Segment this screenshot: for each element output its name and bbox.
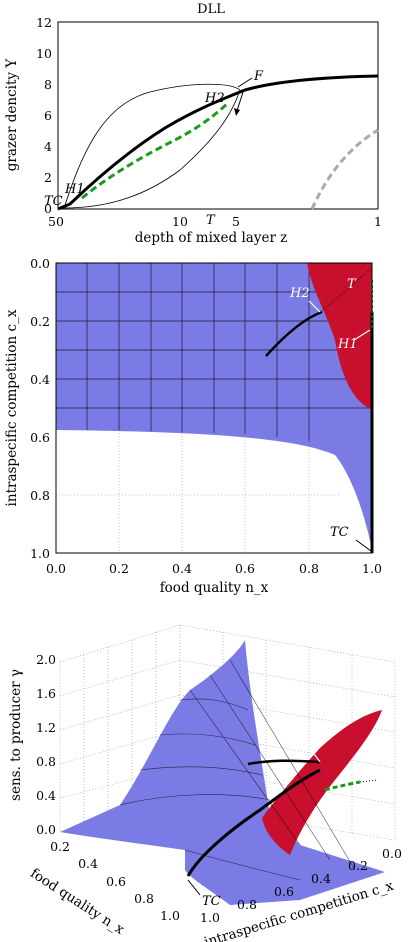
label-TC-mid: TC [330,525,349,540]
label-TC: TC [44,194,63,209]
x-tick: 0.2 [109,561,129,576]
y-ticks-3d: 1.0 0.8 0.6 0.4 0.2 0.0 [200,846,402,925]
dotted-T [321,267,373,312]
panel-bottom: H2 T H1 TC 0.0 0.4 0.8 1.2 1.6 2.0 sens.… [8,624,402,942]
x-tick: 0.4 [172,561,192,576]
arrow-H2-3d [311,750,321,763]
chart-title: DLL [197,2,225,17]
series-grey-dashed [310,128,379,210]
x-tick: 0.0 [46,561,66,576]
panel-top: DLL TC H1 H2 T F 0 2 4 6 8 10 12 50 10 [4,2,382,246]
y-tick: 0.0 [382,846,402,861]
label-H1-3d: H1 [339,801,360,816]
y-tick: 0.2 [30,314,50,329]
y-tick: 6 [44,108,52,123]
x-axis-label: depth of mixed layer z [135,230,288,246]
label-H2-3d: H2 [297,737,318,752]
y-tick: 0.8 [237,897,257,912]
x-ticks-top: 50 10 5 1 [48,214,382,229]
y-tick: 0.6 [274,884,294,899]
y-tick: 1.0 [30,546,50,561]
y-axis-label: grazer dencity Y [4,58,20,172]
z-tick: 0.0 [36,822,56,837]
y-tick: 0.4 [30,372,50,387]
label-H2: H2 [204,91,225,106]
y-tick: 2 [44,170,52,185]
y-tick: 0 [44,201,52,216]
label-F: F [253,69,264,84]
y-tick: 10 [36,46,52,61]
curve-black-3d [186,768,321,877]
z-tick: 1.2 [36,720,56,735]
x-tick: 0.4 [78,856,98,871]
arrow-TC [355,539,372,552]
arrow-F [237,77,253,88]
y-tick: 8 [44,77,52,92]
curve-green-3d [324,780,361,792]
arrow-H2 [308,300,321,313]
y-tick: 0.0 [30,256,50,271]
region-red [307,263,372,410]
grid-dotted [56,433,340,555]
grid-mid [56,263,372,442]
y-tick: 0.4 [311,871,331,886]
panel-middle: H2 T H1 TC 0.0 0.2 0.4 0.6 0.8 1.0 0.0 0… [4,256,382,596]
x-axis-label-mid: food quality n_x [160,580,269,596]
z-ticks: 0.0 0.4 0.8 1.2 1.6 2.0 [36,652,56,837]
y-tick: 0.2 [348,858,368,873]
z-axis-label: sens. to producer γ [8,669,24,801]
y-ticks-mid: 0.0 0.2 0.4 0.6 0.8 1.0 [30,256,50,561]
arrow-H1 [353,329,371,341]
z-tick: 0.8 [36,754,56,769]
x-tick: 0.2 [50,839,70,854]
x-tick: 0.6 [235,561,255,576]
y-tick: 1.0 [200,910,220,925]
surface-red [262,710,382,855]
x-ticks-mid: 0.0 0.2 0.4 0.6 0.8 1.0 [46,561,382,576]
arrow-TC-3d [187,879,201,896]
label-H1-mid: H1 [337,337,358,352]
series-green-dashed [81,101,230,200]
z-tick: 0.4 [36,788,56,803]
x-tick: 0.8 [299,561,319,576]
x-tick: 5 [232,214,240,229]
label-T-3d: T [347,767,357,782]
label-H1: H1 [64,182,85,197]
label-TC-3d: TC [202,894,221,909]
label-H2-mid: H2 [289,286,310,301]
x-ticks-3d: 0.2 0.4 0.6 0.8 1.0 [50,839,180,923]
label-T-mid: T [347,277,357,292]
y-tick: 12 [36,15,52,30]
x-tick: 1.0 [362,561,382,576]
y-ticks-top: 0 2 4 6 8 10 12 [36,15,52,216]
y-tick: 0.8 [30,488,50,503]
x-tick: 50 [48,214,64,229]
x-tick: 0.8 [134,891,154,906]
envelope-curve [63,83,241,209]
y-tick: 4 [44,139,52,154]
arrow-head [234,108,240,116]
plot-area-mid [55,262,373,554]
z-tick: 1.6 [36,686,56,701]
z-tick: 2.0 [36,652,56,667]
y-tick: 0.6 [30,430,50,445]
dotted-3d [359,779,379,783]
curve-black-mid [265,310,323,357]
series-black-solid [57,74,379,211]
x-tick: 0.6 [106,874,126,889]
mesh [119,659,356,881]
x-tick: 1.0 [160,908,180,923]
x-tick: 10 [172,214,188,229]
surface-blue [60,640,385,905]
x-tick: 1 [374,214,382,229]
curve-black-3d-2 [247,759,321,766]
plot-area [57,21,379,210]
label-T: T [206,213,216,228]
y-axis-label-mid: intraspecific competition c_x [4,309,20,506]
